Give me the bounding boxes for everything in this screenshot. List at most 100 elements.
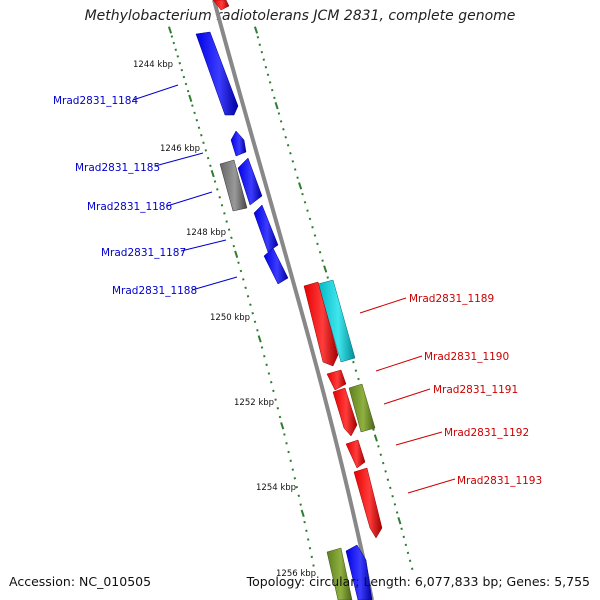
minor-tick: [170, 35, 174, 38]
gene-label-1191[interactable]: Mrad2831_1191: [433, 384, 518, 396]
minor-tick: [174, 48, 178, 51]
gene-label-1189[interactable]: Mrad2831_1189: [409, 293, 494, 305]
kbp-label-1254: 1254 kbp: [256, 483, 296, 493]
minor-tick: [379, 453, 383, 456]
minor-tick: [389, 486, 392, 490]
minor-tick: [264, 65, 268, 69]
leader-1188: [191, 276, 238, 291]
gene-label-1192[interactable]: Mrad2831_1192: [444, 427, 529, 439]
gene-label-1188[interactable]: Mrad2831_1188: [112, 285, 197, 297]
kbp-label-1256: 1256 kbp: [276, 569, 316, 579]
gene-arrow-1191[interactable]: [332, 387, 358, 437]
minor-tick: [239, 269, 243, 273]
minor-tick: [301, 192, 304, 196]
minor-tick: [182, 75, 186, 79]
minor-tick: [256, 329, 259, 332]
minor-tick: [180, 68, 184, 72]
minor-tick: [287, 450, 290, 454]
minor-tick: [352, 360, 355, 364]
gene-label-1185[interactable]: Mrad2831_1185: [75, 162, 160, 174]
minor-tick: [218, 196, 221, 199]
minor-tick: [306, 538, 310, 541]
gene-arrow-blue-bottom[interactable]: [345, 544, 373, 600]
gene-arrow-gray[interactable]: [219, 159, 248, 212]
major-tick: [274, 102, 279, 110]
minor-tick: [270, 88, 274, 92]
gene-arrow-1192[interactable]: [345, 439, 366, 469]
major-tick: [323, 265, 328, 273]
minor-tick: [197, 126, 201, 129]
gene-arrow-olive-2[interactable]: [326, 547, 353, 600]
minor-tick: [293, 477, 297, 480]
minor-tick: [386, 478, 390, 481]
minor-tick: [299, 503, 302, 506]
major-tick: [234, 250, 239, 258]
leader-1185: [154, 152, 204, 167]
gene-arrow-olive-1[interactable]: [348, 383, 376, 433]
minor-tick: [251, 311, 254, 315]
minor-tick: [284, 136, 287, 139]
minor-tick: [381, 461, 385, 465]
minor-tick: [326, 276, 329, 279]
minor-tick: [242, 278, 245, 281]
gene-arrow-1187[interactable]: [253, 204, 279, 253]
minor-tick: [272, 389, 275, 393]
minor-tick: [293, 168, 297, 171]
major-tick: [210, 169, 215, 178]
minor-tick: [289, 152, 292, 155]
minor-tick: [220, 204, 224, 207]
leader-1193: [407, 478, 456, 494]
major-tick: [300, 509, 305, 517]
minor-tick: [230, 236, 233, 240]
minor-tick: [172, 41, 176, 45]
minor-tick: [305, 529, 308, 533]
minor-tick: [354, 369, 358, 372]
minor-tick: [297, 494, 301, 498]
minor-tick: [283, 433, 286, 436]
minor-tick: [291, 160, 295, 163]
genome-backbone: [212, 0, 374, 600]
minor-tick: [213, 180, 217, 183]
gene-labels-left: Mrad2831_1184 Mrad2831_1185 Mrad2831_118…: [53, 95, 197, 297]
minor-tick: [306, 209, 309, 212]
gene-arrow-cyan[interactable]: [317, 279, 356, 363]
gene-arrow-top-red[interactable]: [212, 0, 230, 11]
leader-1191: [383, 388, 431, 405]
major-tick: [373, 434, 378, 442]
leader-lines: [132, 84, 456, 494]
major-tick: [167, 26, 173, 34]
minor-tick: [176, 55, 180, 58]
major-tick: [280, 422, 285, 430]
gene-arrow-1190[interactable]: [326, 369, 347, 391]
gene-arrow-1188[interactable]: [263, 247, 289, 285]
minor-tick: [395, 511, 399, 514]
minor-tick: [279, 120, 283, 123]
minor-tick: [295, 485, 299, 489]
minor-tick: [318, 250, 322, 254]
major-tick: [257, 335, 262, 343]
topology-text: Topology: circular; Length: 6,077,833 bp…: [246, 574, 590, 589]
minor-tick: [404, 543, 408, 547]
minor-tick: [227, 228, 231, 231]
gene-label-1193[interactable]: Mrad2831_1193: [457, 475, 542, 487]
gene-label-1187[interactable]: Mrad2831_1187: [101, 247, 186, 259]
minor-tick: [278, 415, 282, 419]
minor-tick: [184, 82, 188, 86]
minor-tick: [232, 244, 236, 248]
minor-tick: [308, 546, 312, 550]
gene-arrows-left: [195, 0, 289, 285]
minor-tick: [209, 164, 212, 168]
minor-tick: [377, 445, 380, 448]
minor-tick: [303, 520, 306, 524]
leader-1184: [132, 84, 179, 101]
gene-label-1184[interactable]: Mrad2831_1184: [53, 95, 138, 107]
gene-label-1190[interactable]: Mrad2831_1190: [424, 351, 509, 363]
gene-arrow-1193[interactable]: [353, 467, 383, 539]
gene-arrow-1184[interactable]: [195, 31, 239, 116]
gene-arrow-1185[interactable]: [230, 130, 247, 157]
gene-label-1186[interactable]: Mrad2831_1186: [87, 201, 172, 213]
kbp-label-1252: 1252 kbp: [234, 398, 274, 408]
gene-arrow-1186[interactable]: [237, 157, 263, 206]
gene-arrow-1189[interactable]: [303, 281, 339, 367]
